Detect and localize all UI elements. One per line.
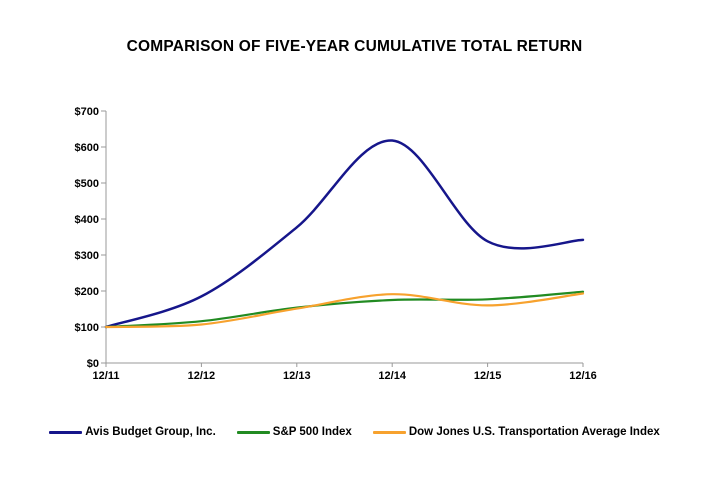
series-line-0 <box>104 139 585 329</box>
x-axis-tick-label: 12/14 <box>378 370 406 382</box>
legend-label-avis-budget-group: Avis Budget Group, Inc. <box>85 426 216 438</box>
legend-line-dow-jones-transportation <box>372 430 406 434</box>
y-axis-tick-label: $300 <box>75 250 99 262</box>
x-axis-tick-label: 12/11 <box>93 370 120 382</box>
legend-label-sp500: S&P 500 Index <box>272 426 352 438</box>
y-axis-tick-label: $0 <box>87 358 99 370</box>
legend-item-dow-jones-transportation: Dow Jones U.S. Transportation Average In… <box>372 426 660 438</box>
legend-label-dow-jones-transportation: Dow Jones U.S. Transportation Average In… <box>408 426 660 438</box>
x-axis-tick-label: 12/13 <box>283 370 311 382</box>
chart-legend: Avis Budget Group, Inc. S&P 500 Index Do… <box>0 426 709 438</box>
y-axis-tick-label: $200 <box>75 286 99 298</box>
series-line-1 <box>104 290 585 329</box>
legend-line-sp500 <box>236 430 270 434</box>
series-line-2 <box>104 292 585 329</box>
y-axis-tick-label: $700 <box>75 106 99 118</box>
legend-line-avis-budget-group <box>49 430 83 434</box>
x-axis-tick-label: 12/16 <box>569 370 597 382</box>
legend-item-avis-budget-group: Avis Budget Group, Inc. <box>49 426 216 438</box>
legend-item-sp500: S&P 500 Index <box>236 426 352 438</box>
x-axis-tick-label: 12/12 <box>188 370 216 382</box>
y-axis-tick-label: $600 <box>75 142 99 154</box>
chart-title: COMPARISON OF FIVE-YEAR CUMULATIVE TOTAL… <box>126 38 583 55</box>
x-axis-tick-label: 12/15 <box>474 370 502 382</box>
y-axis-tick-label: $500 <box>75 178 99 190</box>
y-axis-tick-label: $100 <box>75 322 99 334</box>
y-axis-tick-label: $400 <box>75 214 99 226</box>
